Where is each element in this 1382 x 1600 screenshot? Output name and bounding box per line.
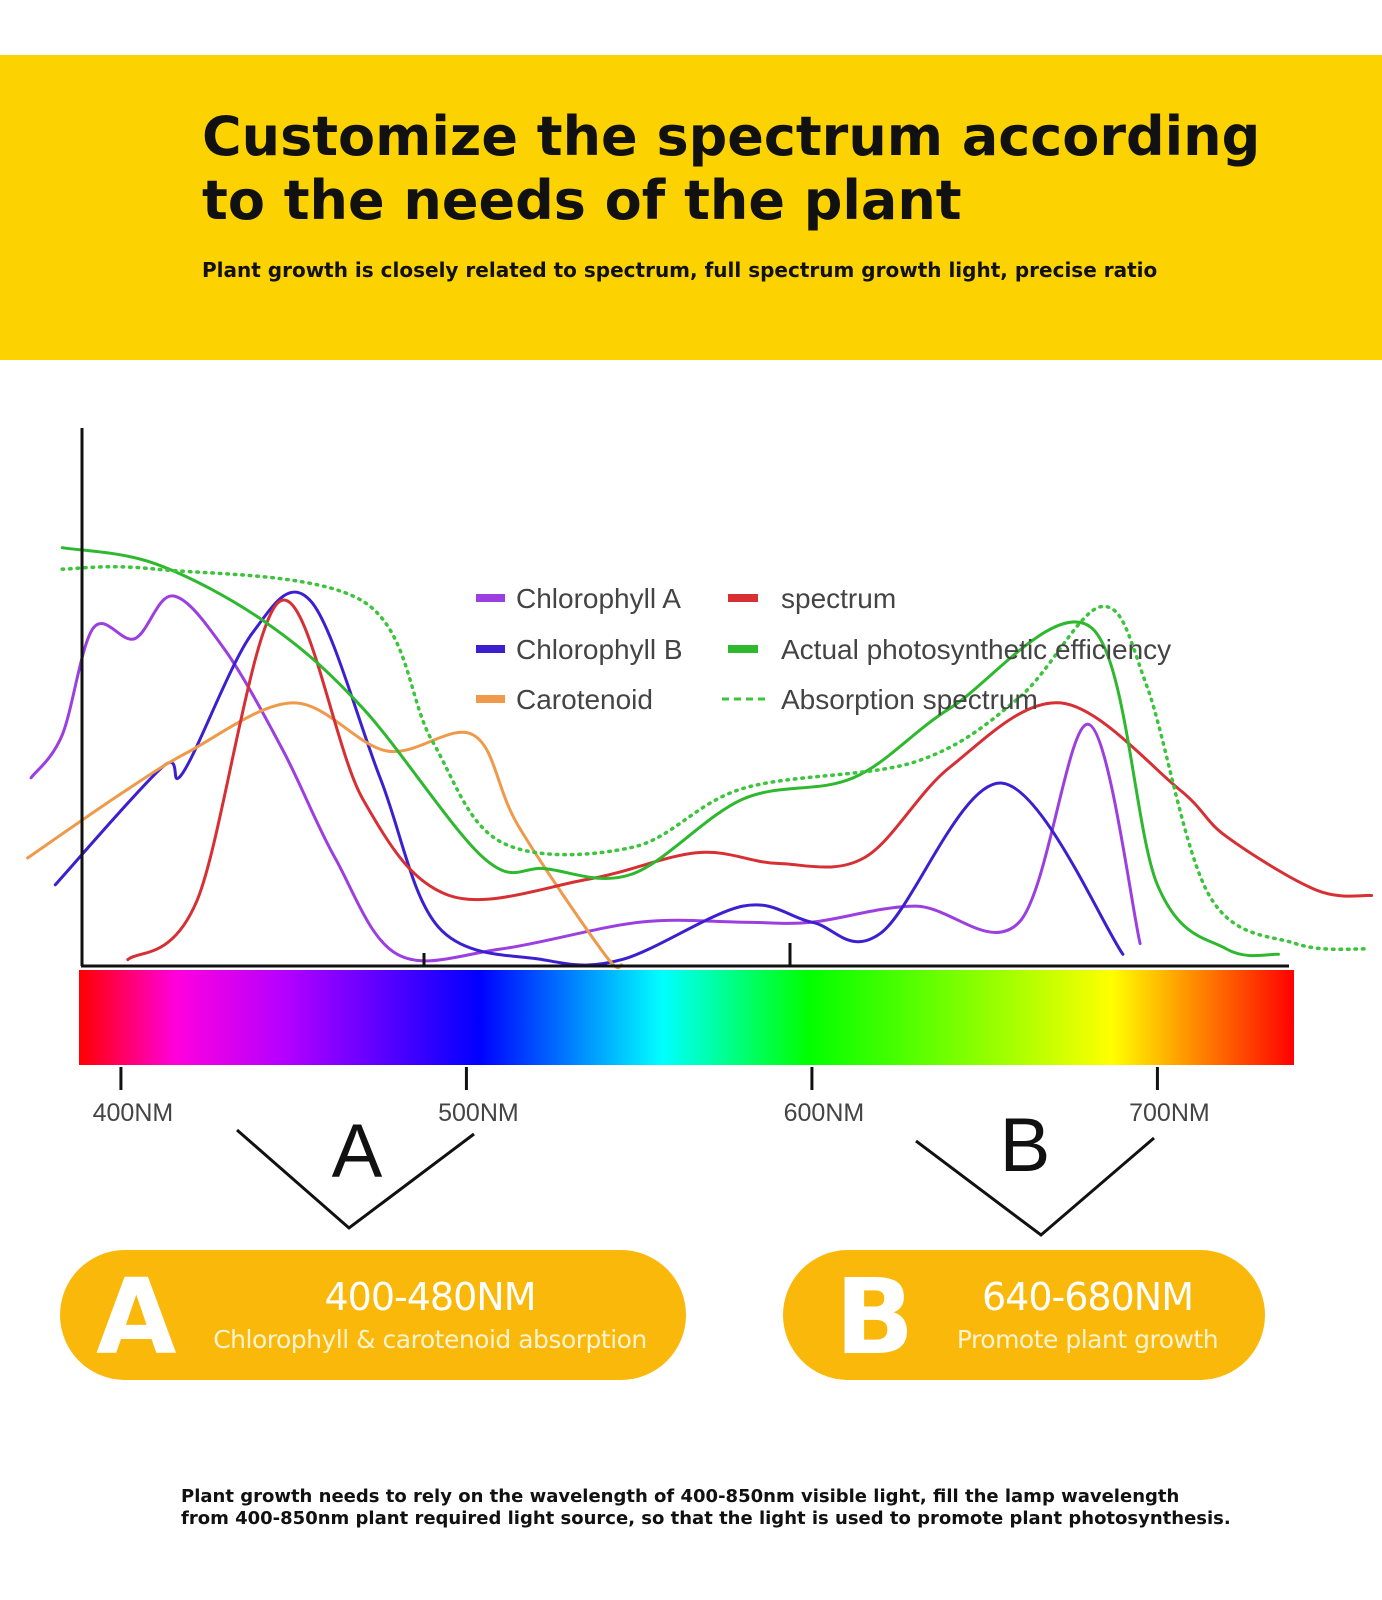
legend-swatch-chlorophyll-b [476, 645, 505, 653]
page-subtitle: Plant growth is closely related to spect… [202, 258, 1158, 282]
legend-label-actual-photosynthetic-efficiency: Actual photosynthetic efficiency [781, 634, 1171, 665]
region-a-description: Chlorophyll & carotenoid absorption [213, 1325, 647, 1354]
bracket-b-letter: B [1000, 1103, 1051, 1188]
bracket-a [236, 1128, 475, 1230]
header-banner [0, 55, 1382, 360]
x-tick-label: 500NM [438, 1099, 519, 1127]
x-tick-label: 700NM [1129, 1099, 1210, 1127]
legend-label-chlorophyll-b: Chlorophyll B [516, 634, 683, 665]
region-b-range: 640-680NM [982, 1275, 1194, 1319]
region-b-description: Promote plant growth [956, 1325, 1219, 1354]
bracket-b [915, 1136, 1155, 1237]
color-spectrum-bar [79, 970, 1294, 1065]
series-chlorophyll-b [53, 590, 1125, 967]
region-a-pill [60, 1250, 686, 1380]
legend-swatch-spectrum [728, 594, 758, 602]
legend-label-spectrum: spectrum [781, 583, 896, 614]
region-a-letter: A [96, 1256, 177, 1378]
legend: Chlorophyll A spectrum Chlorophyll B Actual… [476, 583, 1171, 715]
footer-note: Plant growth needs to rely on the wavele… [181, 1486, 1231, 1529]
region-b-letter: B [835, 1256, 915, 1378]
legend-label-chlorophyll-a: Chlorophyll A [516, 583, 681, 614]
bracket-a-letter: A [332, 1109, 383, 1194]
series-chlorophyll-a [29, 594, 1142, 963]
x-tick-label: 600NM [784, 1099, 865, 1127]
region-a-range: 400-480NM [324, 1275, 537, 1319]
series-carotenoid [26, 701, 624, 970]
series-spectrum [126, 598, 1374, 962]
legend-swatch-chlorophyll-a [476, 594, 505, 602]
legend-swatch-carotenoid [476, 695, 505, 703]
legend-label-carotenoid: Carotenoid [516, 684, 653, 715]
series-absorption-spectrum [60, 565, 1370, 952]
legend-label-absorption-spectrum: Absorption spectrum [781, 684, 1038, 715]
series-layer [26, 546, 1374, 970]
x-tick-label: 400NM [93, 1099, 174, 1127]
page-title: Customize the spectrum according to the … [202, 105, 1261, 232]
region-b-pill [783, 1250, 1265, 1380]
series-actual-photosynthetic-efficiency [60, 546, 1280, 958]
tick-layer: 400NM 500NM 600NM 700NM [93, 1067, 1210, 1127]
legend-swatch-actual-photosynthetic-efficiency [728, 645, 758, 653]
